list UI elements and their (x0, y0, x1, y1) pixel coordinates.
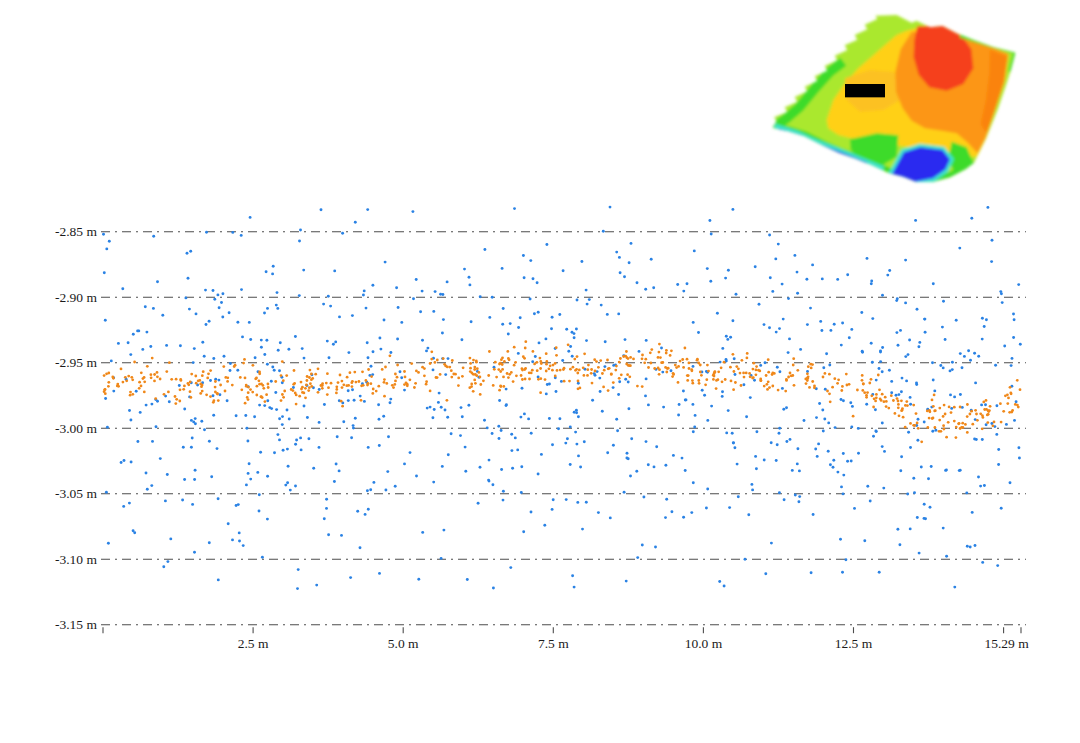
x-tick-label: 5.0 m (388, 636, 419, 651)
x-axis-labels: 2.5 m 5.0 m 7.5 m 10.0 m 12.5 m 15.29 m (238, 636, 1029, 651)
x-tick-label: 12.5 m (835, 636, 873, 651)
y-tick-label: -3.10 m (55, 552, 97, 567)
overview-map-terrain (760, 0, 1080, 200)
overview-map-inset (760, 0, 1080, 200)
profile-location-marker (845, 84, 885, 97)
overview-map (760, 0, 1080, 200)
y-tick-label: -3.00 m (55, 421, 97, 436)
gridlines (101, 232, 1026, 625)
x-tick-label: 7.5 m (538, 636, 569, 651)
y-tick-label: -2.90 m (55, 290, 97, 305)
y-tick-label: -3.05 m (55, 486, 97, 501)
elevation-profile-page: -2.85 m -2.90 m -2.95 m -3.00 m -3.05 m -3.10… (0, 0, 1080, 743)
y-tick-label: -2.95 m (55, 355, 97, 370)
series-blue-points (102, 206, 1022, 590)
x-end-label: 15.29 m (984, 636, 1029, 651)
y-tick-label: -2.85 m (55, 224, 97, 239)
x-tick-label: 2.5 m (238, 636, 269, 651)
y-axis-labels: -2.85 m -2.90 m -2.95 m -3.00 m -3.05 m -3.10… (55, 224, 97, 632)
y-tick-label: -3.15 m (55, 617, 97, 632)
x-axis-ticks (103, 627, 1021, 633)
x-tick-label: 10.0 m (685, 636, 723, 651)
